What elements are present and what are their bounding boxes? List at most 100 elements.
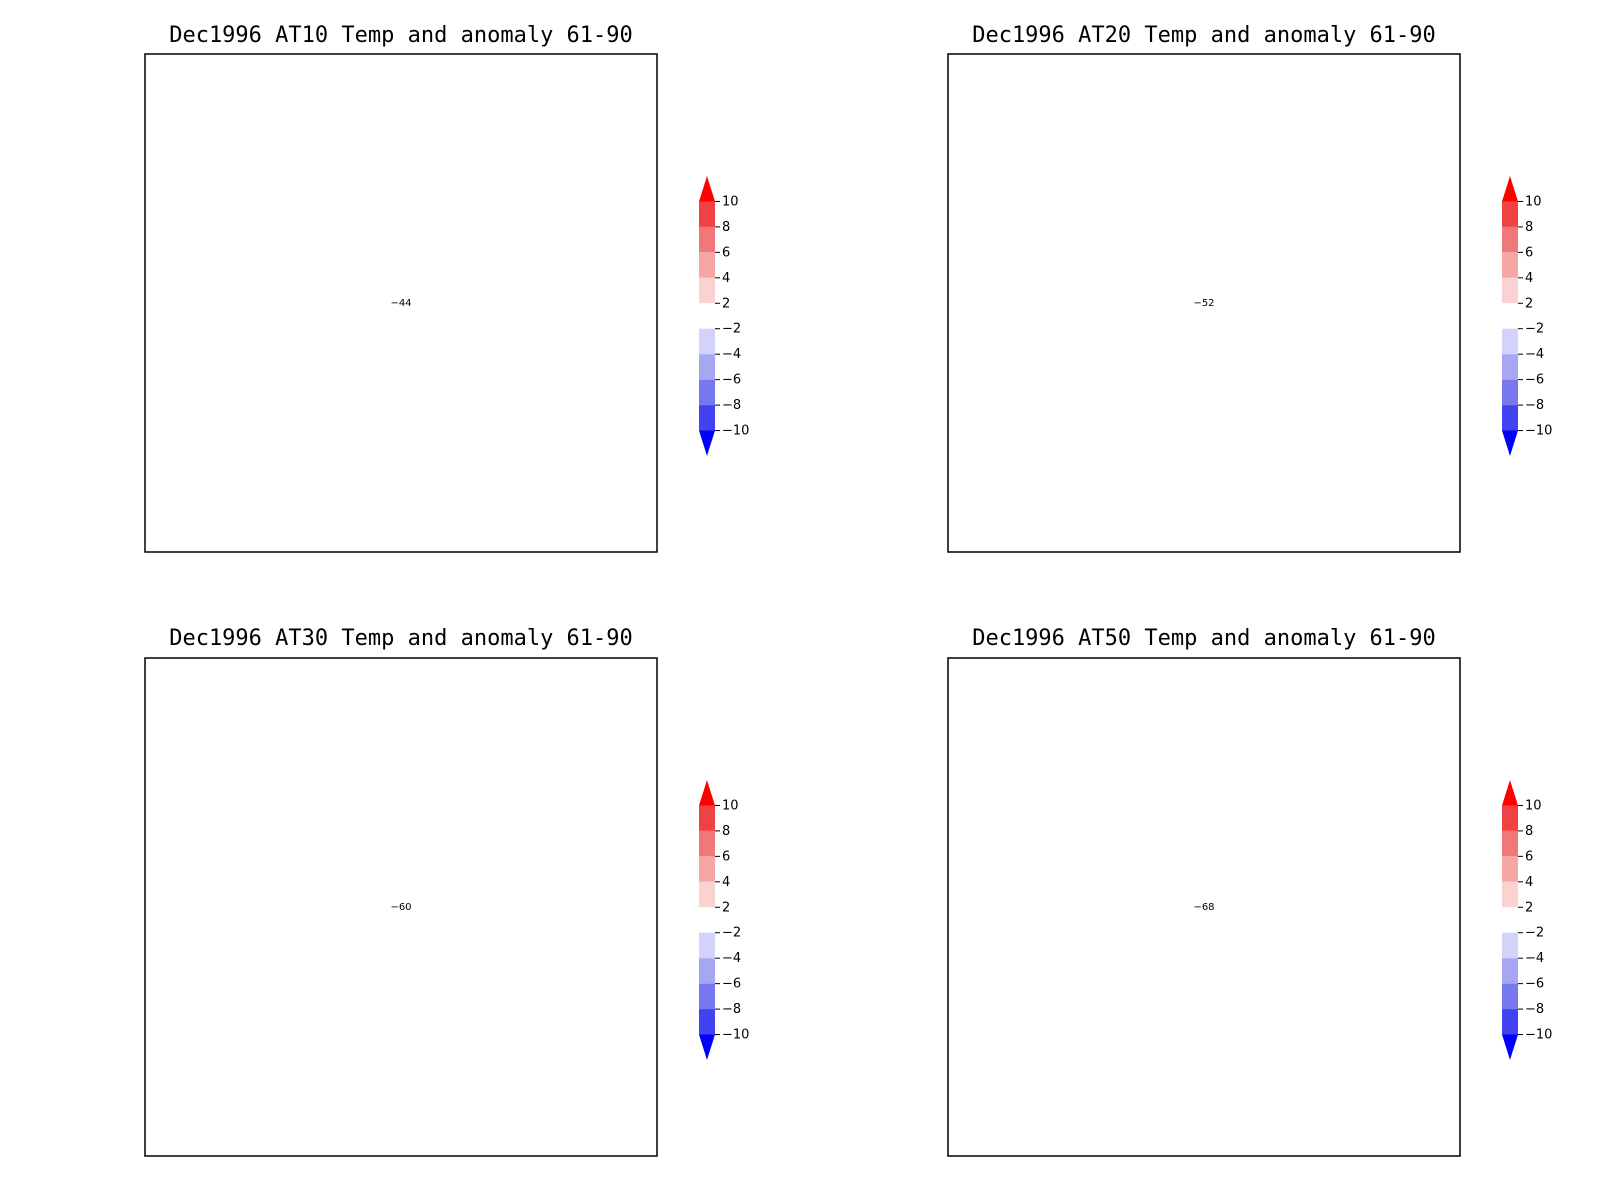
svg-text:−52: −52	[1193, 298, 1214, 309]
colorbar-tick-label: 10	[1525, 194, 1542, 209]
colorbar-tick-label: −8	[722, 398, 741, 413]
colorbar-tick-label: 2	[722, 296, 730, 311]
panel-title: Dec1996 AT50 Temp and anomaly 61-90	[972, 626, 1436, 651]
contour-label: −68	[1193, 900, 1215, 913]
panel-title: Dec1996 AT10 Temp and anomaly 61-90	[169, 23, 633, 48]
colorbar-tick-label: 2	[722, 900, 730, 915]
contour-label: −60	[390, 900, 412, 913]
panel-title: Dec1996 AT30 Temp and anomaly 61-90	[169, 626, 633, 651]
map-area: −48−52−56−60−64−72−76−40−44−40−72−68−64−…	[390, 296, 412, 309]
colorbar-segment	[1502, 277, 1518, 304]
colorbar-segment	[1502, 252, 1518, 278]
colorbar-tick-label: −8	[1525, 1002, 1544, 1017]
colorbar-tick-label: −2	[722, 322, 741, 337]
colorbar-tick-label: 10	[722, 798, 739, 813]
anomaly-colorbar: 10 8 6 4 2 −2 −4 −6 −8 −10	[1502, 176, 1552, 456]
colorbar-segment	[1502, 303, 1518, 329]
colorbar-tick-label: 4	[1525, 875, 1533, 890]
colorbar-segment	[1502, 176, 1518, 202]
colorbar-segment	[1502, 405, 1518, 431]
colorbar-segment	[699, 354, 715, 380]
colorbar-tick-label: −4	[722, 951, 741, 966]
contour-label: −52	[1193, 296, 1215, 309]
contour-label: −44	[390, 296, 412, 309]
map-area: −56−60−56−60−60−52−48−56−56−72−60−56−68−…	[390, 900, 412, 913]
colorbar-tick-label: 10	[1525, 798, 1542, 813]
colorbar-segment	[699, 830, 715, 857]
colorbar-segment	[699, 252, 715, 278]
contour-labels: −48−52−56−60−64−72−76−40−44−40−72−68−64−…	[390, 296, 412, 309]
colorbar-tick-label: −8	[722, 1002, 741, 1017]
contour-labels: −68−68−60−56−52−64−52−60−68−56−60−64−64−…	[1193, 900, 1215, 913]
colorbar-segment	[1502, 1009, 1518, 1035]
colorbar-tick-label: −6	[722, 977, 741, 992]
colorbar-tick-label: −10	[722, 424, 749, 439]
colorbar-segment	[1502, 830, 1518, 857]
panel-at50: Dec1996 AT50 Temp and anomaly 61-90 −68−…	[947, 626, 1552, 1157]
colorbar-tick-label: −10	[1525, 1028, 1552, 1043]
colorbar-tick-label: 8	[1525, 824, 1533, 839]
colorbar-segment	[1502, 226, 1518, 253]
panel-at10: Dec1996 AT10 Temp and anomaly 61-90 −48−…	[144, 23, 749, 553]
panel-title: Dec1996 AT20 Temp and anomaly 61-90	[972, 23, 1436, 48]
colorbar-tick-label: 2	[1525, 900, 1533, 915]
colorbar-segment	[1502, 958, 1518, 984]
colorbar-tick-label: −4	[1525, 347, 1544, 362]
colorbar-tick-label: −2	[1525, 926, 1544, 941]
colorbar-segment	[1502, 932, 1518, 959]
colorbar-segment	[699, 856, 715, 882]
colorbar-tick-label: 4	[722, 271, 730, 286]
colorbar-tick-label: −10	[722, 1028, 749, 1043]
colorbar-tick-label: −4	[1525, 951, 1544, 966]
svg-text:−60: −60	[390, 902, 411, 913]
panel-at20: Dec1996 AT20 Temp and anomaly 61-90 −56−…	[947, 23, 1552, 553]
colorbar-segment	[699, 430, 715, 456]
colorbar-tick-label: 6	[1525, 849, 1533, 864]
colorbar-segment	[699, 983, 715, 1010]
map-frame	[947, 53, 1461, 553]
colorbar-tick-label: 10	[722, 194, 739, 209]
panel-at30: Dec1996 AT30 Temp and anomaly 61-90 −56−…	[144, 626, 749, 1157]
colorbar-segment	[1502, 881, 1518, 908]
map-area: −56−52−60−44−48−56−60−76−72−68−64−60−56−…	[1193, 296, 1215, 309]
colorbar-tick-label: 6	[722, 245, 730, 260]
colorbar-tick-label: −6	[1525, 977, 1544, 992]
colorbar-segment	[1502, 907, 1518, 933]
colorbar-segment	[1502, 328, 1518, 355]
map-area: −68−68−60−56−52−64−52−60−68−56−60−64−64−…	[1193, 900, 1215, 913]
colorbar-segment	[699, 1034, 715, 1060]
colorbar-segment	[1502, 805, 1518, 831]
colorbar-segment	[699, 907, 715, 933]
colorbar-tick-label: −4	[722, 347, 741, 362]
colorbar-tick-label: 8	[1525, 220, 1533, 235]
colorbar-segment	[1502, 379, 1518, 406]
colorbar-segment	[699, 328, 715, 355]
map-frame	[947, 657, 1461, 1157]
colorbar-tick-label: −6	[722, 373, 741, 388]
colorbar-segment	[699, 176, 715, 202]
colorbar-segment	[699, 1009, 715, 1035]
anomaly-colorbar: 10 8 6 4 2 −2 −4 −6 −8 −10	[699, 176, 749, 456]
colorbar-segment	[1502, 430, 1518, 456]
colorbar-segment	[1502, 780, 1518, 806]
colorbar-tick-label: 4	[1525, 271, 1533, 286]
colorbar-segment	[1502, 983, 1518, 1010]
map-frame	[144, 657, 658, 1157]
colorbar-segment	[699, 303, 715, 329]
colorbar-tick-label: 8	[722, 824, 730, 839]
anomaly-colorbar: 10 8 6 4 2 −2 −4 −6 −8 −10	[699, 780, 749, 1060]
colorbar-segment	[1502, 856, 1518, 882]
colorbar-tick-label: −8	[1525, 398, 1544, 413]
colorbar-tick-label: 4	[722, 875, 730, 890]
colorbar-tick-label: −2	[722, 926, 741, 941]
colorbar-segment	[699, 881, 715, 908]
colorbar-segment	[699, 201, 715, 227]
contour-labels: −56−52−60−44−48−56−60−76−72−68−64−60−56−…	[1193, 296, 1215, 309]
colorbar-segment	[1502, 1034, 1518, 1060]
colorbar-tick-label: −6	[1525, 373, 1544, 388]
colorbar-segment	[1502, 201, 1518, 227]
map-frame	[144, 53, 658, 553]
anomaly-colorbar: 10 8 6 4 2 −2 −4 −6 −8 −10	[1502, 780, 1552, 1060]
colorbar-segment	[699, 805, 715, 831]
